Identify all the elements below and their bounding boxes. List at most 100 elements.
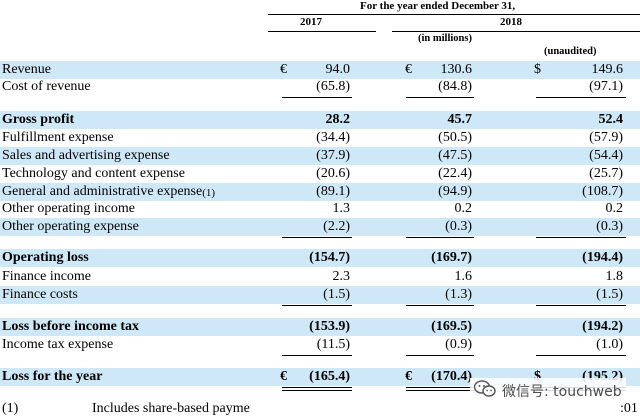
currency-symbol: €	[405, 62, 412, 77]
value-2018-eur: (169.7)	[431, 250, 472, 265]
band-finance-costs	[0, 286, 640, 304]
subtotal-rule	[282, 237, 352, 238]
value-2017: (1.5)	[323, 287, 350, 302]
row-label: Cost of revenue	[2, 79, 91, 94]
value-2018-eur: 0.2	[454, 201, 473, 216]
subtotal-rule	[406, 305, 474, 306]
value-2018-usd: (108.7)	[582, 184, 623, 199]
row-label: Technology and content expense	[2, 166, 185, 181]
row-cost-of-revenue: Cost of revenue (65.8) (84.8) (97.1)	[0, 78, 640, 96]
year-2018-header: 2018	[500, 16, 522, 28]
row-technology-content: Technology and content expense (20.6) (2…	[0, 165, 640, 183]
header-rule	[268, 14, 640, 15]
value-2018-eur: (1.3)	[445, 287, 472, 302]
footnote-ref: (1)	[202, 187, 216, 199]
currency-symbol: $	[534, 369, 541, 384]
value-2018-usd: 52.4	[598, 112, 624, 127]
value-2018-usd: 149.6	[591, 62, 624, 77]
subtotal-rule	[536, 237, 626, 238]
row-fulfillment: Fulfillment expense (34.4) (50.5) (57.9)	[0, 129, 640, 147]
value-2018-usd: (57.9)	[589, 130, 623, 145]
subtotal-rule	[536, 97, 626, 98]
value-2018-usd: (1.0)	[596, 337, 623, 352]
value-2017: 1.3	[332, 201, 351, 216]
wechat-icon	[473, 380, 496, 402]
subtotal-rule	[282, 97, 352, 98]
value-2018-eur: 45.7	[447, 112, 473, 127]
total-rule	[406, 387, 474, 388]
value-2018-usd: (25.7)	[589, 166, 623, 181]
currency-symbol: €	[280, 62, 287, 77]
row-label: Operating loss	[2, 250, 89, 265]
row-finance-costs: Finance costs (1.5) (1.3) (1.5)	[0, 286, 640, 304]
value-2018-usd: 0.2	[605, 201, 624, 216]
band-sales	[0, 147, 640, 165]
row-label-group: General and administrative expense(1)	[2, 183, 215, 201]
value-2017: (89.1)	[316, 184, 350, 199]
value-2017: (2.2)	[323, 219, 350, 234]
row-label: Loss for the year	[2, 369, 103, 384]
footnote-text: Includes share-based payme	[92, 401, 250, 416]
value-2018-usd: (194.4)	[582, 250, 623, 265]
row-label: Finance income	[2, 269, 92, 284]
row-sales-advertising: Sales and advertising expense (37.9) (47…	[0, 147, 640, 165]
value-2018-usd: (194.2)	[582, 319, 623, 334]
value-2017: 94.0	[325, 62, 351, 77]
year-2017-rule	[268, 31, 376, 32]
row-label: Loss before income tax	[2, 319, 139, 334]
value-2017: 2.3	[332, 269, 351, 284]
row-other-income: Other operating income 1.3 0.2 0.2	[0, 200, 640, 218]
value-2018-usd: (1.5)	[596, 287, 623, 302]
band-ga	[0, 183, 640, 201]
footnote-fragment: :01	[620, 401, 638, 416]
value-2017: (165.4)	[309, 369, 350, 384]
band-gross-profit	[0, 111, 640, 129]
row-loss-for-year: Loss for the year € (165.4) € (170.4) $ …	[0, 368, 640, 386]
value-2017: (11.5)	[316, 337, 350, 352]
value-2018-eur: (50.5)	[438, 130, 472, 145]
row-income-tax: Income tax expense (11.5) (0.9) (1.0)	[0, 336, 640, 354]
value-2018-eur: (94.9)	[438, 184, 472, 199]
value-2018-eur: (47.5)	[438, 148, 472, 163]
units-label: (in millions)	[418, 33, 472, 44]
row-gross-profit: Gross profit 28.2 45.7 52.4	[0, 111, 640, 129]
row-label: Other operating income	[2, 201, 135, 216]
band-revenue	[0, 61, 640, 79]
row-revenue: Revenue € 94.0 € 130.6 $ 149.6	[0, 61, 640, 79]
row-label: Gross profit	[2, 112, 75, 127]
total-rule	[282, 390, 352, 391]
watermark-text: 微信号: touchweb	[502, 384, 622, 400]
currency-symbol: €	[280, 369, 287, 384]
footnote-marker: (1)	[2, 401, 19, 416]
value-2018-eur: (169.5)	[431, 319, 472, 334]
value-2018-usd: (54.4)	[589, 148, 623, 163]
row-finance-income: Finance income 2.3 1.6 1.8	[0, 268, 640, 286]
subtotal-rule	[282, 355, 352, 356]
wechat-watermark: 微信号: touchweb	[470, 378, 626, 404]
value-2017: (65.8)	[316, 79, 350, 94]
subtotal-rule	[406, 97, 474, 98]
band-operating-loss	[0, 249, 640, 267]
value-2018-eur: (84.8)	[438, 79, 472, 94]
row-label: Sales and advertising expense	[2, 148, 170, 163]
row-loss-before-tax: Loss before income tax (153.9) (169.5) (…	[0, 318, 640, 336]
value-2018-usd: (97.1)	[589, 79, 623, 94]
value-2018-usd: 1.8	[605, 269, 624, 284]
value-2018-eur: (0.9)	[445, 337, 472, 352]
subtotal-rule	[406, 237, 474, 238]
value-2018-eur: (170.4)	[431, 369, 472, 384]
row-label: General and administrative expense	[2, 184, 203, 199]
value-2017: (37.9)	[316, 148, 350, 163]
value-2018-eur: (22.4)	[438, 166, 472, 181]
row-other-expense: Other operating expense (2.2) (0.3) (0.3…	[0, 218, 640, 236]
subtotal-rule	[282, 305, 352, 306]
row-label: Finance costs	[2, 287, 78, 302]
row-label: Other operating expense	[2, 219, 139, 234]
period-title: For the year ended December 31,	[360, 0, 516, 12]
value-2018-eur: (0.3)	[445, 219, 472, 234]
total-rule	[282, 387, 352, 388]
unaudited-label: (unaudited)	[544, 46, 597, 57]
value-2018-usd: (0.3)	[596, 219, 623, 234]
currency-symbol: $	[534, 62, 541, 77]
value-2017: (154.7)	[309, 250, 350, 265]
